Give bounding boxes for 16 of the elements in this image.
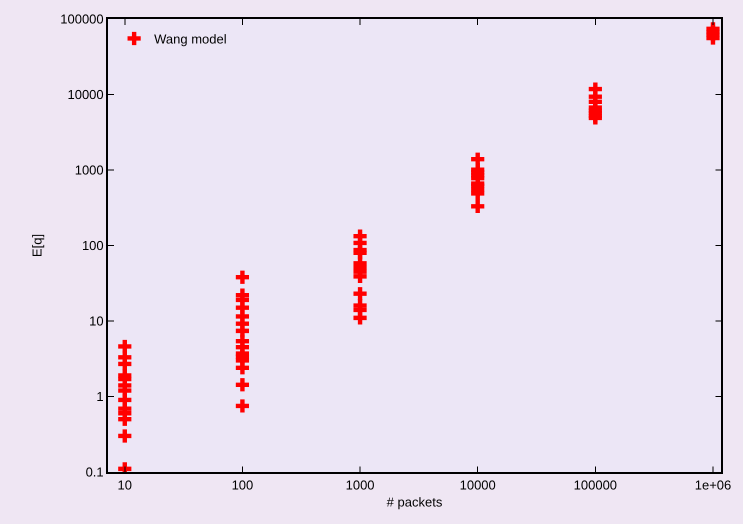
x-tick-label: 100000 — [574, 477, 618, 492]
y-tick-label: 1 — [96, 389, 104, 404]
x-axis-title: # packets — [386, 494, 443, 510]
y-tick-label: 1000 — [74, 162, 104, 178]
y-tick-label: 0.1 — [86, 464, 104, 480]
y-tick-label: 100000 — [60, 12, 104, 27]
x-tick-label: 10000 — [460, 477, 496, 492]
y-tick-label: 10 — [89, 314, 104, 329]
x-tick-label: 100 — [232, 477, 254, 492]
y-tick-label: 100 — [82, 238, 104, 254]
y-axis-title: E[q] — [30, 234, 45, 258]
x-tick-label: 1000 — [346, 477, 375, 492]
y-tick-label: 10000 — [67, 87, 104, 102]
x-tick-label: 10 — [118, 477, 132, 492]
legend-label: Wang model — [154, 32, 227, 47]
x-tick-label: 1e+06 — [694, 477, 732, 492]
